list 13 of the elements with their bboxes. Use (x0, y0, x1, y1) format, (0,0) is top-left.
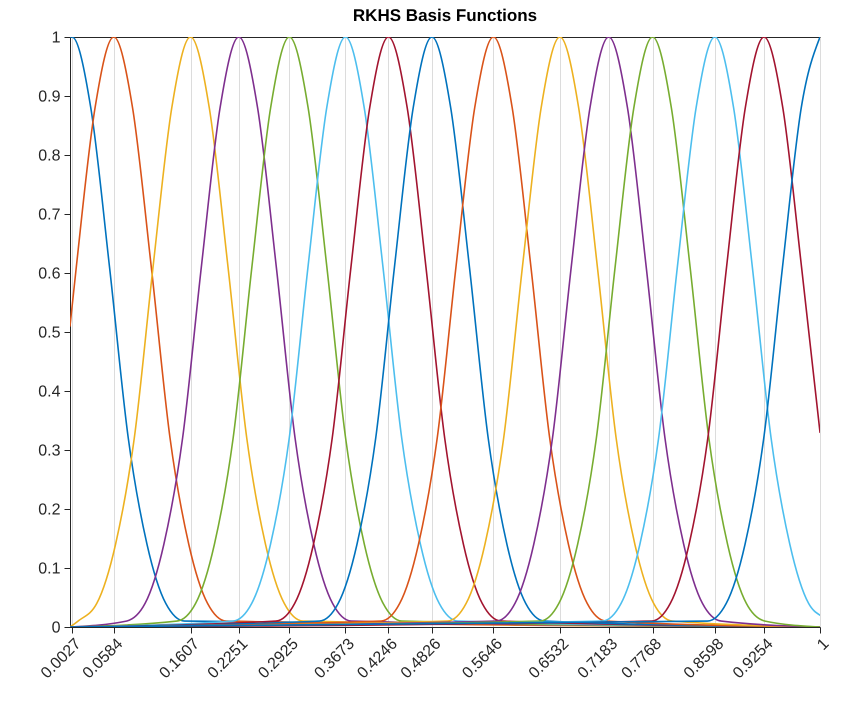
y-tick-label: 0.9 (38, 88, 61, 106)
chart-title: RKHS Basis Functions (352, 6, 538, 25)
y-tick-label: 0.7 (38, 206, 61, 224)
y-tick-label: 0.4 (38, 384, 61, 400)
y-tick-label: 0.8 (38, 148, 61, 164)
y-tick-label: 0.1 (38, 560, 61, 578)
y-tick-label: 0.3 (38, 442, 61, 460)
y-tick-label: 1 (52, 30, 61, 46)
y-tick-label: 0.5 (38, 324, 61, 342)
y-tick-label: 0.6 (38, 266, 61, 282)
x-tick-label: 1 (814, 635, 833, 654)
y-tick-label: 0.2 (38, 502, 61, 518)
y-tick-label: 0 (52, 620, 61, 636)
